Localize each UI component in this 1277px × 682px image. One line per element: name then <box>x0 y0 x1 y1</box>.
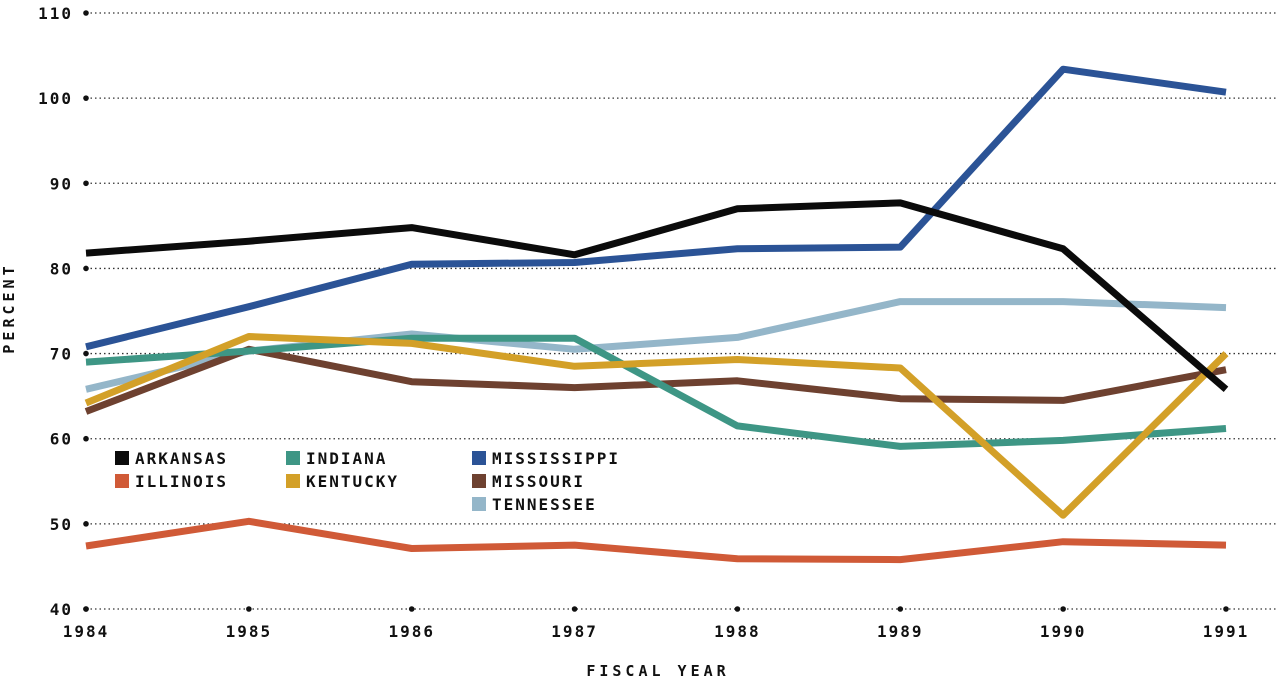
legend-label: INDIANA <box>306 449 387 468</box>
x-tick-label: 1990 <box>1040 622 1087 641</box>
y-tick-label: 110 <box>38 4 73 23</box>
y-tick-mark-100 <box>83 95 89 101</box>
legend-item-missouri: MISSOURI <box>472 472 585 491</box>
y-axis-ticks: 40 50 60 70 80 90 100 110 <box>38 4 89 619</box>
x-tick-label: 1989 <box>877 622 924 641</box>
x-tick-mark-1991 <box>1223 606 1229 612</box>
x-tick-label: 1987 <box>551 622 598 641</box>
y-tick-label: 40 <box>50 600 73 619</box>
legend-swatch <box>472 474 486 488</box>
x-tick-mark-1990 <box>1060 606 1066 612</box>
series-line-indiana <box>85 334 1227 450</box>
legend-item-illinois: ILLINOIS <box>115 472 228 491</box>
series-line-tennessee <box>85 298 1227 393</box>
x-tick-label: 1991 <box>1203 622 1250 641</box>
y-tick-mark-50 <box>83 521 89 527</box>
x-tick-mark-1986 <box>408 606 415 612</box>
series-lines <box>84 65 1229 564</box>
y-tick-label: 80 <box>50 259 73 278</box>
x-tick-mark-1989 <box>897 606 904 612</box>
legend-item-kentucky: KENTUCKY <box>286 472 399 491</box>
x-axis-ticks: 1984 1985 1986 1987 1988 1989 1990 1991 <box>63 606 1250 641</box>
y-tick-label: 60 <box>50 430 73 449</box>
x-tick-mark-1984 <box>83 606 89 612</box>
x-tick-label: 1985 <box>226 622 273 641</box>
y-tick-mark-70 <box>83 350 89 357</box>
x-tick-mark-1987 <box>571 606 578 612</box>
legend-item-tennessee: TENNESSEE <box>472 495 597 514</box>
y-tick-label: 100 <box>38 89 73 108</box>
x-axis-title: FISCAL YEAR <box>586 662 729 680</box>
legend-swatch <box>472 451 486 465</box>
y-tick-label: 50 <box>50 515 73 534</box>
legend-swatch <box>472 497 486 511</box>
x-tick-label: 1984 <box>63 622 110 641</box>
legend-label: TENNESSEE <box>492 495 597 514</box>
legend-label: KENTUCKY <box>306 472 399 491</box>
y-tick-label: 70 <box>50 345 73 364</box>
legend-swatch <box>115 474 129 488</box>
legend-swatch <box>286 451 300 465</box>
y-tick-mark-80 <box>83 265 89 272</box>
y-tick-mark-60 <box>83 435 89 442</box>
series-line-kentucky <box>84 333 1229 519</box>
x-tick-label: 1988 <box>714 622 761 641</box>
legend-label: MISSOURI <box>492 472 585 491</box>
x-tick-mark-1988 <box>734 606 741 612</box>
legend-item-mississippi: MISSISSIPPI <box>472 449 620 468</box>
legend-label: ARKANSAS <box>135 449 228 468</box>
y-tick-mark-90 <box>83 180 89 187</box>
series-line-illinois <box>85 517 1227 564</box>
y-tick-label: 90 <box>50 174 73 193</box>
y-axis-title: PERCENT <box>0 262 18 353</box>
legend: ARKANSAS ILLINOIS INDIANA KENTUCKY MISSISSIP… <box>115 449 620 514</box>
legend-item-arkansas: ARKANSAS <box>115 449 228 468</box>
series-line-arkansas <box>85 199 1229 392</box>
x-tick-mark-1985 <box>246 606 252 612</box>
legend-item-indiana: INDIANA <box>286 449 387 468</box>
legend-swatch <box>286 474 300 488</box>
grid-lines <box>86 12 1277 610</box>
y-tick-mark-110 <box>83 10 89 16</box>
series-line-mississippi <box>85 65 1227 351</box>
x-tick-label: 1986 <box>388 622 435 641</box>
legend-label: MISSISSIPPI <box>492 449 620 468</box>
legend-swatch <box>115 451 129 465</box>
legend-label: ILLINOIS <box>135 472 228 491</box>
